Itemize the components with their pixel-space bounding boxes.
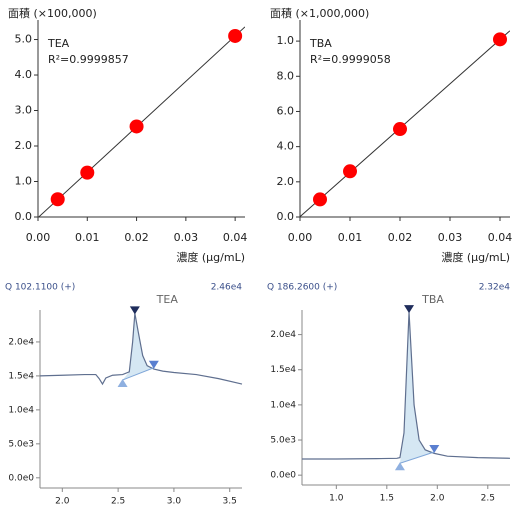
trace <box>302 312 511 460</box>
x-axis-label: 濃度 (μg/mL) <box>176 250 245 264</box>
x-tick-label: 0.00 <box>26 231 51 244</box>
y-tick-label: 2.0 <box>15 139 33 152</box>
x-tick-label: 0.02 <box>388 231 413 244</box>
data-point <box>313 192 327 207</box>
data-point <box>228 28 243 43</box>
y-tick-label: 2.0e4 <box>8 337 34 347</box>
x-axis-label: 濃度 (μg/mL) <box>441 250 510 264</box>
data-point <box>493 32 507 47</box>
y-tick-label: 6.0 <box>277 104 295 117</box>
y-tick-label: 1.0e4 <box>8 405 34 415</box>
data-point <box>343 164 357 179</box>
x-tick-label: 2.0 <box>55 497 70 507</box>
annotation: TEA <box>47 37 70 50</box>
x-tick-label: 2.5 <box>111 497 125 507</box>
data-point <box>393 122 407 137</box>
x-tick-label: 0.00 <box>288 231 313 244</box>
y-tick-label: 4.0 <box>15 68 33 81</box>
y-tick-label: 0.0 <box>277 210 295 223</box>
y-tick-label: 0.0 <box>15 210 33 223</box>
x-tick-label: 0.01 <box>338 231 363 244</box>
trend-line <box>300 30 510 217</box>
x-tick-label: 0.01 <box>75 231 100 244</box>
data-point <box>129 119 144 134</box>
peak-marker <box>404 305 415 314</box>
annotation: TBA <box>309 37 332 50</box>
annotation: R²=0.9999857 <box>48 53 129 66</box>
y-axis-label: 面積 (×100,000) <box>8 6 97 20</box>
y-tick-label: 0.0e0 <box>270 471 296 481</box>
y-tick-label: 3.0 <box>15 104 33 117</box>
x-tick-label: 0.04 <box>488 231 513 244</box>
max-intensity: 2.32e4 <box>479 283 511 293</box>
y-tick-label: 8.0 <box>277 69 295 82</box>
x-tick-label: 0.03 <box>438 231 463 244</box>
x-tick-label: 0.03 <box>174 231 199 244</box>
peak-area <box>399 312 435 464</box>
y-tick-label: 1.0 <box>15 175 33 188</box>
x-tick-label: 1.5 <box>380 494 394 504</box>
y-tick-label: 5.0e3 <box>270 436 296 446</box>
y-tick-label: 2.0 <box>277 175 295 188</box>
trace-title: TBA <box>421 293 444 306</box>
peak-marker <box>429 444 440 453</box>
x-tick-label: 1.0 <box>329 494 344 504</box>
data-point <box>50 192 65 207</box>
y-tick-label: 0.0e0 <box>8 473 34 483</box>
peak-marker <box>117 378 128 387</box>
y-tick-label: 1.5e4 <box>8 371 34 381</box>
trace-title: TEA <box>156 293 179 306</box>
y-tick-label: 4.0 <box>277 140 295 153</box>
peak-marker <box>148 360 159 369</box>
channel-label: Q 102.1100 (+) <box>5 283 75 293</box>
trace <box>39 313 243 386</box>
y-tick-label: 2.0e4 <box>270 330 296 340</box>
y-tick-label: 1.0 <box>277 34 295 47</box>
peak-baseline <box>122 367 155 381</box>
annotation: R²=0.9999058 <box>310 53 391 66</box>
x-tick-label: 0.02 <box>124 231 149 244</box>
y-tick-label: 1.5e4 <box>270 365 296 375</box>
y-tick-label: 5.0 <box>15 33 33 46</box>
x-tick-label: 0.04 <box>223 231 248 244</box>
y-tick-label: 1.0e4 <box>270 400 296 410</box>
y-tick-label: 5.0e3 <box>8 439 34 449</box>
max-intensity: 2.46e4 <box>211 283 243 293</box>
peak-marker <box>394 462 405 471</box>
data-point <box>80 165 95 180</box>
peak-marker <box>129 306 140 315</box>
x-tick-label: 3.0 <box>167 497 182 507</box>
channel-label: Q 186.2600 (+) <box>267 283 337 293</box>
x-tick-label: 3.5 <box>223 497 237 507</box>
peak-baseline <box>399 451 435 464</box>
x-tick-label: 2.5 <box>481 494 495 504</box>
x-tick-label: 2.0 <box>430 494 445 504</box>
y-axis-label: 面積 (×1,000,000) <box>270 6 369 20</box>
